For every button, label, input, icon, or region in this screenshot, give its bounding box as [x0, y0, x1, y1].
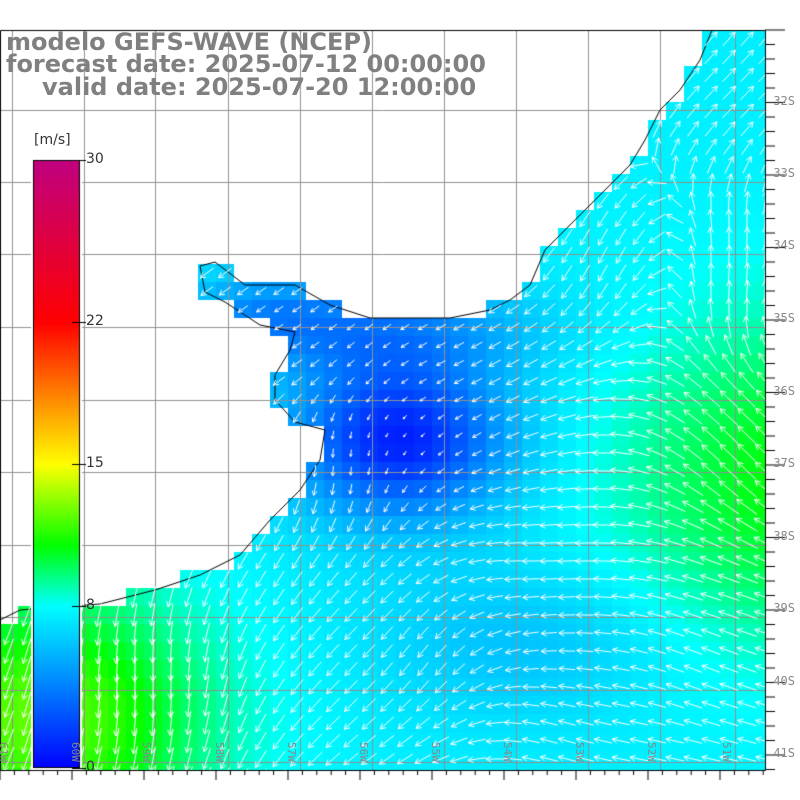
model-title: modelo GEFS-WAVE (NCEP) — [6, 28, 372, 56]
latitude-label: 39S — [773, 601, 795, 615]
forecast-date: forecast date: 2025-07-12 00:00:00 — [6, 50, 486, 78]
colorbar-tick-label: 15 — [86, 455, 104, 471]
latitude-label: 35S — [773, 311, 795, 325]
valid-date: valid date: 2025-07-20 12:00:00 — [42, 73, 477, 101]
longitude-label: 60W — [69, 742, 82, 762]
colorbar-tick-label: 30 — [86, 151, 104, 167]
latitude-label: 34S — [773, 238, 795, 252]
colorbar-tick-label: 0 — [86, 759, 95, 775]
colorbar-unit: [m/s] — [34, 132, 71, 148]
colorbar-tick-label: 22 — [86, 313, 104, 330]
longitude-label: 54W — [501, 742, 514, 762]
latitude-label: 37S — [773, 456, 795, 470]
latitude-label: 41S — [773, 746, 795, 760]
longitude-label: 61W — [0, 742, 10, 762]
longitude-label: 51W — [720, 742, 733, 762]
latitude-label: 33S — [773, 166, 795, 180]
latitude-label: 40S — [773, 674, 795, 688]
latitude-label: 32S — [773, 94, 795, 108]
longitude-label: 53W — [573, 742, 586, 762]
latitude-label: 38S — [773, 529, 795, 543]
longitude-label: 59W — [140, 742, 153, 762]
longitude-label: 57W — [285, 742, 298, 762]
longitude-label: 58W — [213, 742, 226, 762]
latitude-label: 36S — [773, 384, 795, 398]
longitude-label: 55W — [429, 742, 442, 762]
longitude-label: 52W — [645, 742, 658, 762]
longitude-label: 56W — [357, 742, 370, 762]
colorbar-tick-label: 8 — [86, 596, 95, 613]
